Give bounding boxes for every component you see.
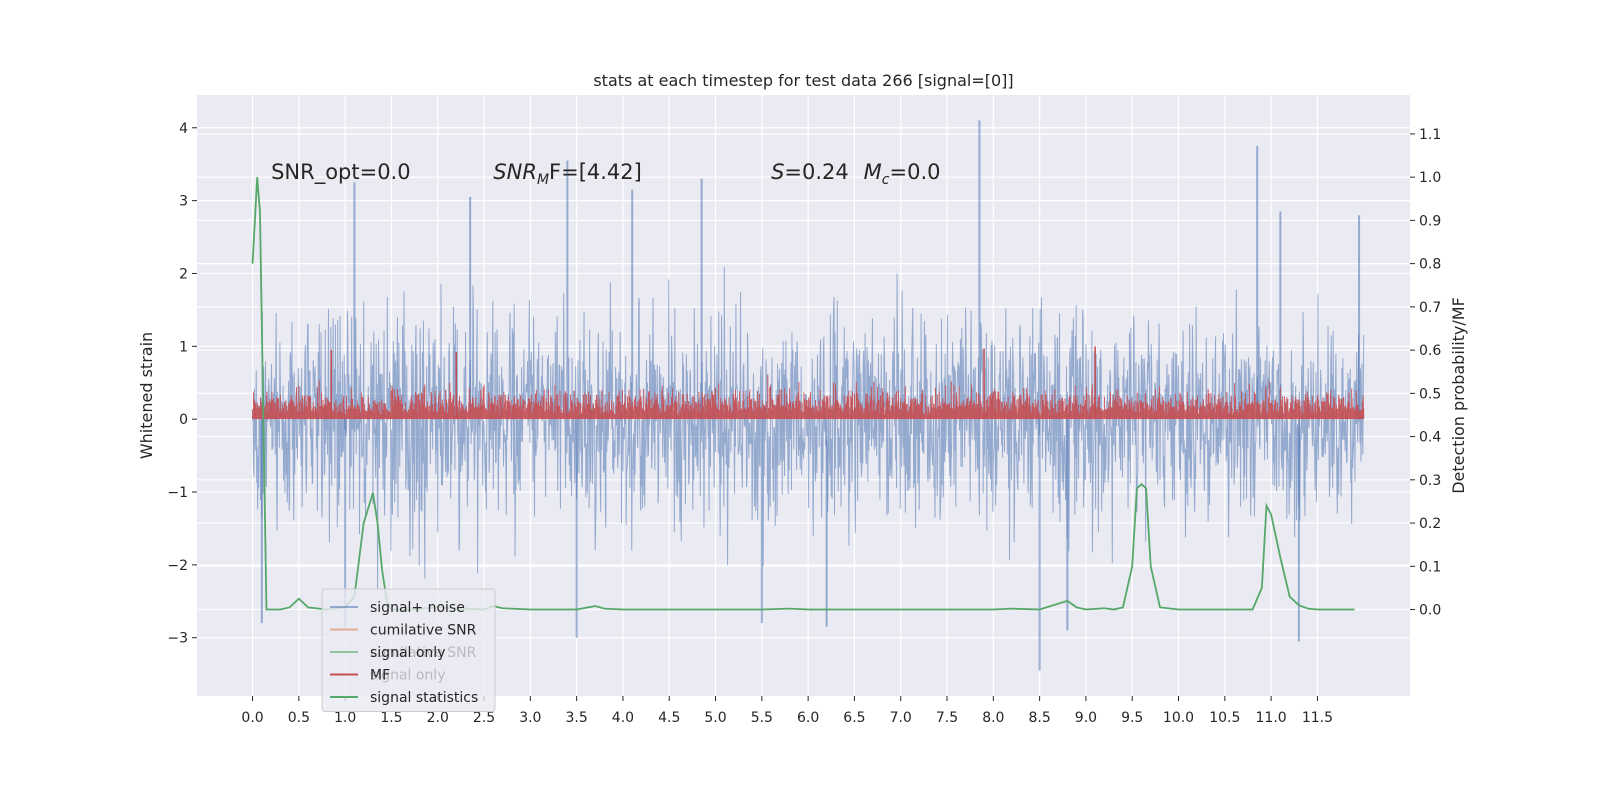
right-y-axis-ticks: 0.0 0.1 0.2 0.3 0.4 0.5 0.6 0.7 0.8 0.9 1.0 1.1 <box>1410 127 1441 619</box>
left-y-axis-ticks: −3 −2 −1 0 1 2 3 4 <box>167 121 197 647</box>
legend-ghost-label: signal only <box>370 668 445 684</box>
x-tick-label: 3.5 <box>566 710 588 726</box>
x-tick-label: 5.5 <box>751 710 773 726</box>
x-tick-label: 10.0 <box>1163 710 1194 726</box>
mf-peaks <box>330 346 1096 420</box>
annotation-text: SNRMF=[4.42] <box>493 160 642 188</box>
annotation-text: S=0.24 <box>771 160 849 184</box>
x-tick-label: 1.5 <box>380 710 402 726</box>
left-y-tick-label: −2 <box>167 558 188 574</box>
x-tick-label: 5.0 <box>704 710 726 726</box>
right-y-tick-label: 0.8 <box>1419 257 1441 273</box>
right-y-tick-label: 0.5 <box>1419 386 1441 402</box>
x-tick-label: 6.5 <box>843 710 865 726</box>
left-y-tick-label: 0 <box>179 412 188 428</box>
right-y-tick-label: 0.6 <box>1419 343 1441 359</box>
legend-box <box>321 588 496 712</box>
x-tick-label: 9.5 <box>1121 710 1143 726</box>
left-y-axis-label: Whitened strain <box>137 332 156 459</box>
x-tick-label: 11.5 <box>1302 710 1333 726</box>
chart-title: stats at each timestep for test data 266… <box>593 71 1013 90</box>
x-tick-label: 0.5 <box>288 710 310 726</box>
annotations: SNR_opt=0.0 SNRMF=[4.42] S=0.24 Mc=0.0 <box>271 160 940 188</box>
mf-line <box>252 374 1365 420</box>
right-y-tick-label: 0.3 <box>1419 473 1441 489</box>
left-y-tick-label: −1 <box>167 485 188 501</box>
left-y-tick-label: 4 <box>179 121 188 137</box>
legend-label: cumilative SNR <box>370 623 477 639</box>
left-y-tick-label: −3 <box>167 631 188 647</box>
legend-label: MF <box>370 668 390 684</box>
x-tick-label: 8.5 <box>1028 710 1050 726</box>
right-y-tick-label: 0.9 <box>1419 213 1441 229</box>
right-y-axis-label: Detection probability/MF <box>1449 297 1468 494</box>
left-y-tick-label: 1 <box>179 339 188 355</box>
x-axis-ticks: 0.0 0.5 1.0 1.5 2.0 2.5 3.0 3.5 4.0 4.5 5.0 5.5 6.0 6… <box>241 696 1333 726</box>
annotation-text: SNR_opt=0.0 <box>271 160 411 185</box>
x-tick-label: 8.0 <box>982 710 1004 726</box>
right-y-tick-label: 0.1 <box>1419 559 1441 575</box>
x-tick-label: 7.0 <box>890 710 912 726</box>
x-tick-label: 6.0 <box>797 710 819 726</box>
legend-label: signal+ noise <box>370 600 465 616</box>
right-y-tick-label: 0.0 <box>1419 603 1441 619</box>
left-y-tick-label: 2 <box>179 266 188 282</box>
left-y-tick-label: 3 <box>179 194 188 210</box>
legend-label: signal only <box>370 645 445 661</box>
x-tick-label: 10.5 <box>1209 710 1240 726</box>
x-tick-label: 2.0 <box>427 710 449 726</box>
right-y-tick-label: 0.4 <box>1419 430 1441 446</box>
x-tick-label: 0.0 <box>241 710 263 726</box>
x-tick-label: 1.0 <box>334 710 356 726</box>
right-y-tick-label: 0.2 <box>1419 516 1441 532</box>
annotation-text: Mc=0.0 <box>864 160 941 188</box>
x-tick-label: 11.0 <box>1256 710 1287 726</box>
x-tick-label: 4.5 <box>658 710 680 726</box>
x-tick-label: 9.0 <box>1075 710 1097 726</box>
x-tick-label: 2.5 <box>473 710 495 726</box>
right-y-tick-label: 1.0 <box>1419 170 1441 186</box>
x-tick-label: 4.0 <box>612 710 634 726</box>
right-y-tick-label: 0.7 <box>1419 300 1441 316</box>
legend-label: signal statistics <box>370 690 478 706</box>
right-y-tick-label: 1.1 <box>1419 127 1441 143</box>
x-tick-label: 7.5 <box>936 710 958 726</box>
legend-ghost-label: cumilative SNR <box>370 645 477 661</box>
x-tick-label: 3.0 <box>519 710 541 726</box>
